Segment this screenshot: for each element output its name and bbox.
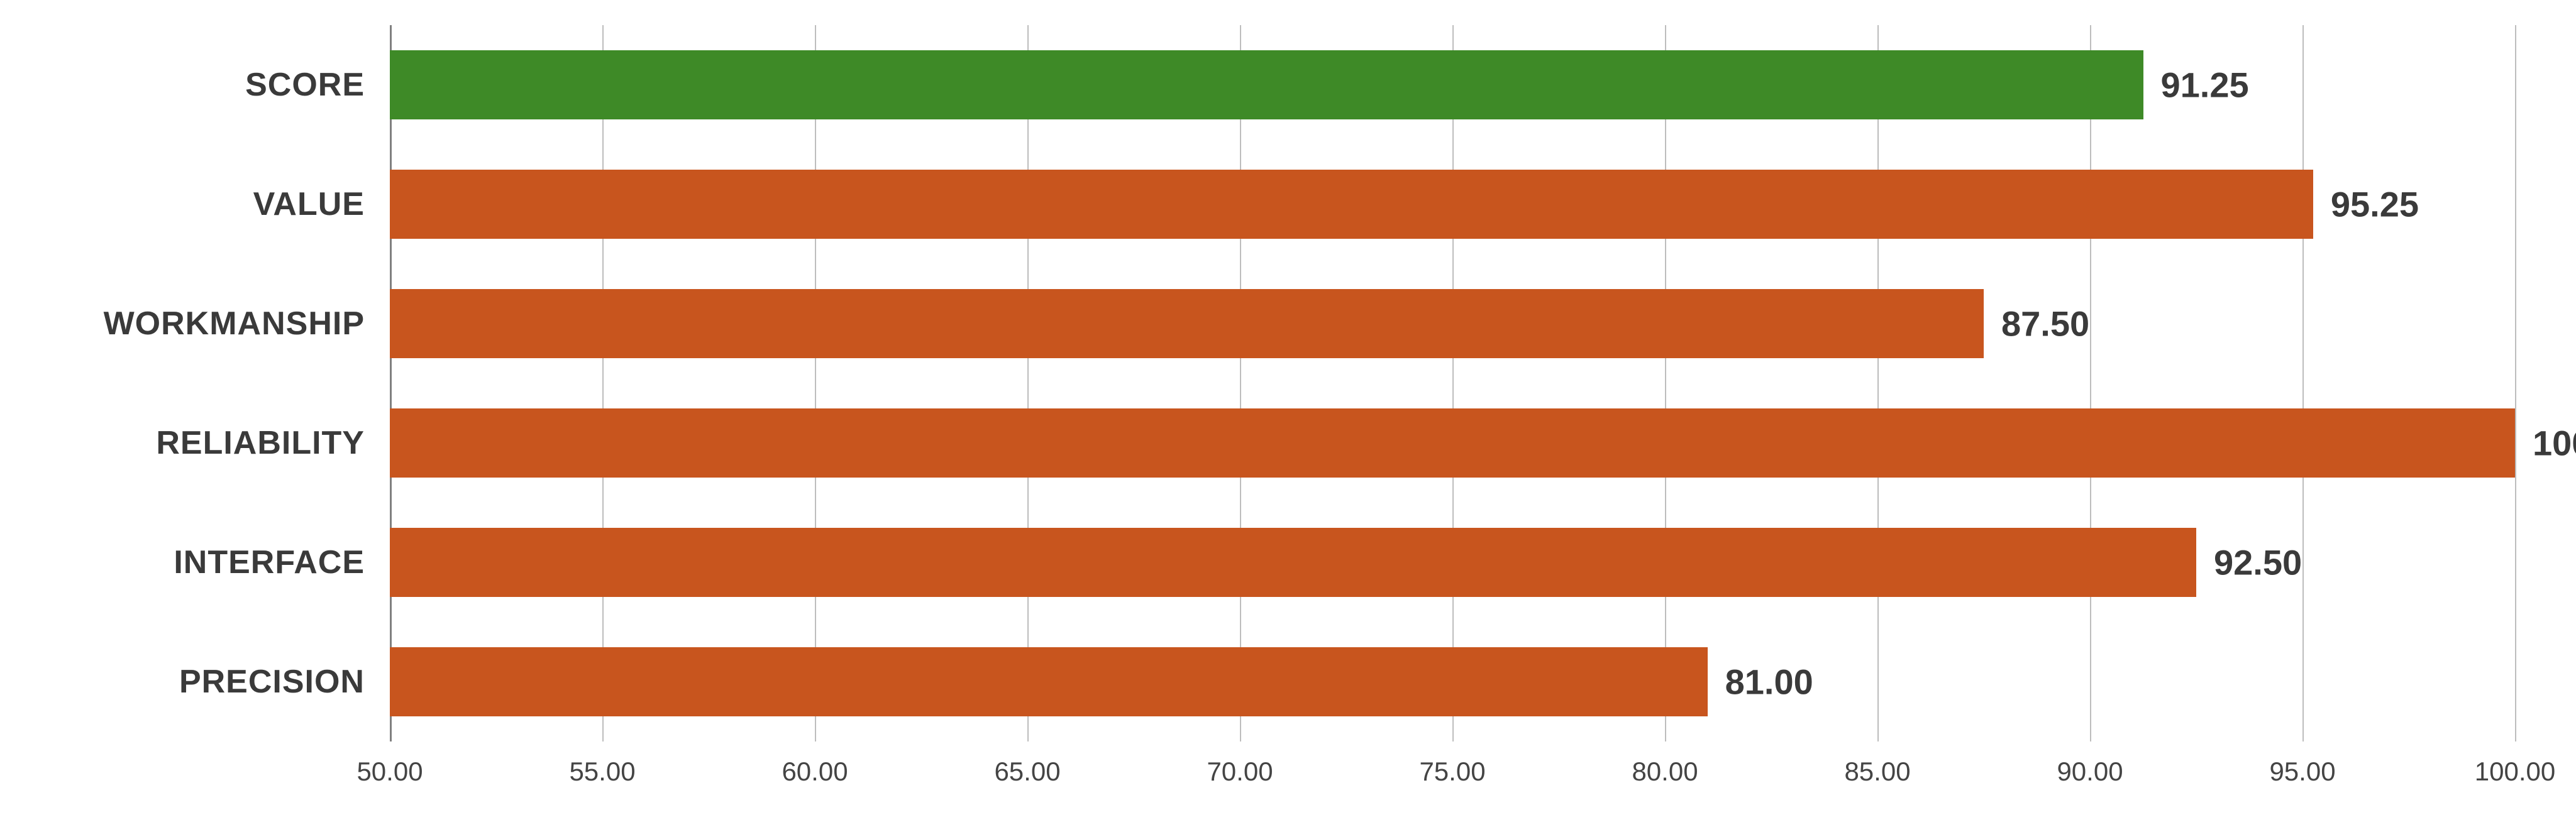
category-label: PRECISION [179,663,390,701]
x-tick-label: 60.00 [782,741,848,787]
plot-area: 50.0055.0060.0065.0070.0075.0080.0085.00… [390,25,2515,741]
bar [390,408,2515,478]
x-tick-label: 90.00 [2057,741,2123,787]
value-label: 92.50 [2196,542,2302,583]
gridline [1665,25,1666,741]
x-tick-label: 85.00 [1844,741,1910,787]
x-tick-label: 95.00 [2269,741,2335,787]
gridline [1027,25,1029,741]
value-label: 81.00 [1708,662,1813,703]
gridline [1877,25,1879,741]
x-tick-label: 100.00 [2475,741,2555,787]
category-label: RELIABILITY [156,424,390,462]
x-tick-label: 65.00 [994,741,1060,787]
category-label: INTERFACE [174,544,390,581]
score-bar-chart: 50.00 55.00 60.00 65.00 70.00 75.00 80.00 85.00… [0,0,2576,815]
category-label: WORKMANSHIP [104,305,390,342]
x-tick-label: 80.00 [1632,741,1698,787]
gridline [1240,25,1241,741]
gridline [602,25,604,741]
x-tick-label: 55.00 [569,741,635,787]
bar [390,170,2313,239]
bar [390,647,1708,716]
bar [390,528,2196,597]
gridline [815,25,816,741]
x-tick-label: 50.00 [357,741,423,787]
gridline [1452,25,1454,741]
bar [390,50,2143,119]
category-label: VALUE [253,185,390,223]
value-label: 95.25 [2313,184,2419,225]
gridline [2090,25,2091,741]
value-label: 91.25 [2143,65,2249,106]
bar [390,289,1984,358]
category-label: SCORE [245,66,390,104]
value-label: 87.50 [1984,304,2089,344]
x-tick-label: 70.00 [1207,741,1273,787]
x-tick-label: 75.00 [1419,741,1485,787]
value-label: 100.00 [2515,423,2576,464]
gridline [2515,25,2516,741]
gridline [390,25,392,741]
gridline [2302,25,2304,741]
